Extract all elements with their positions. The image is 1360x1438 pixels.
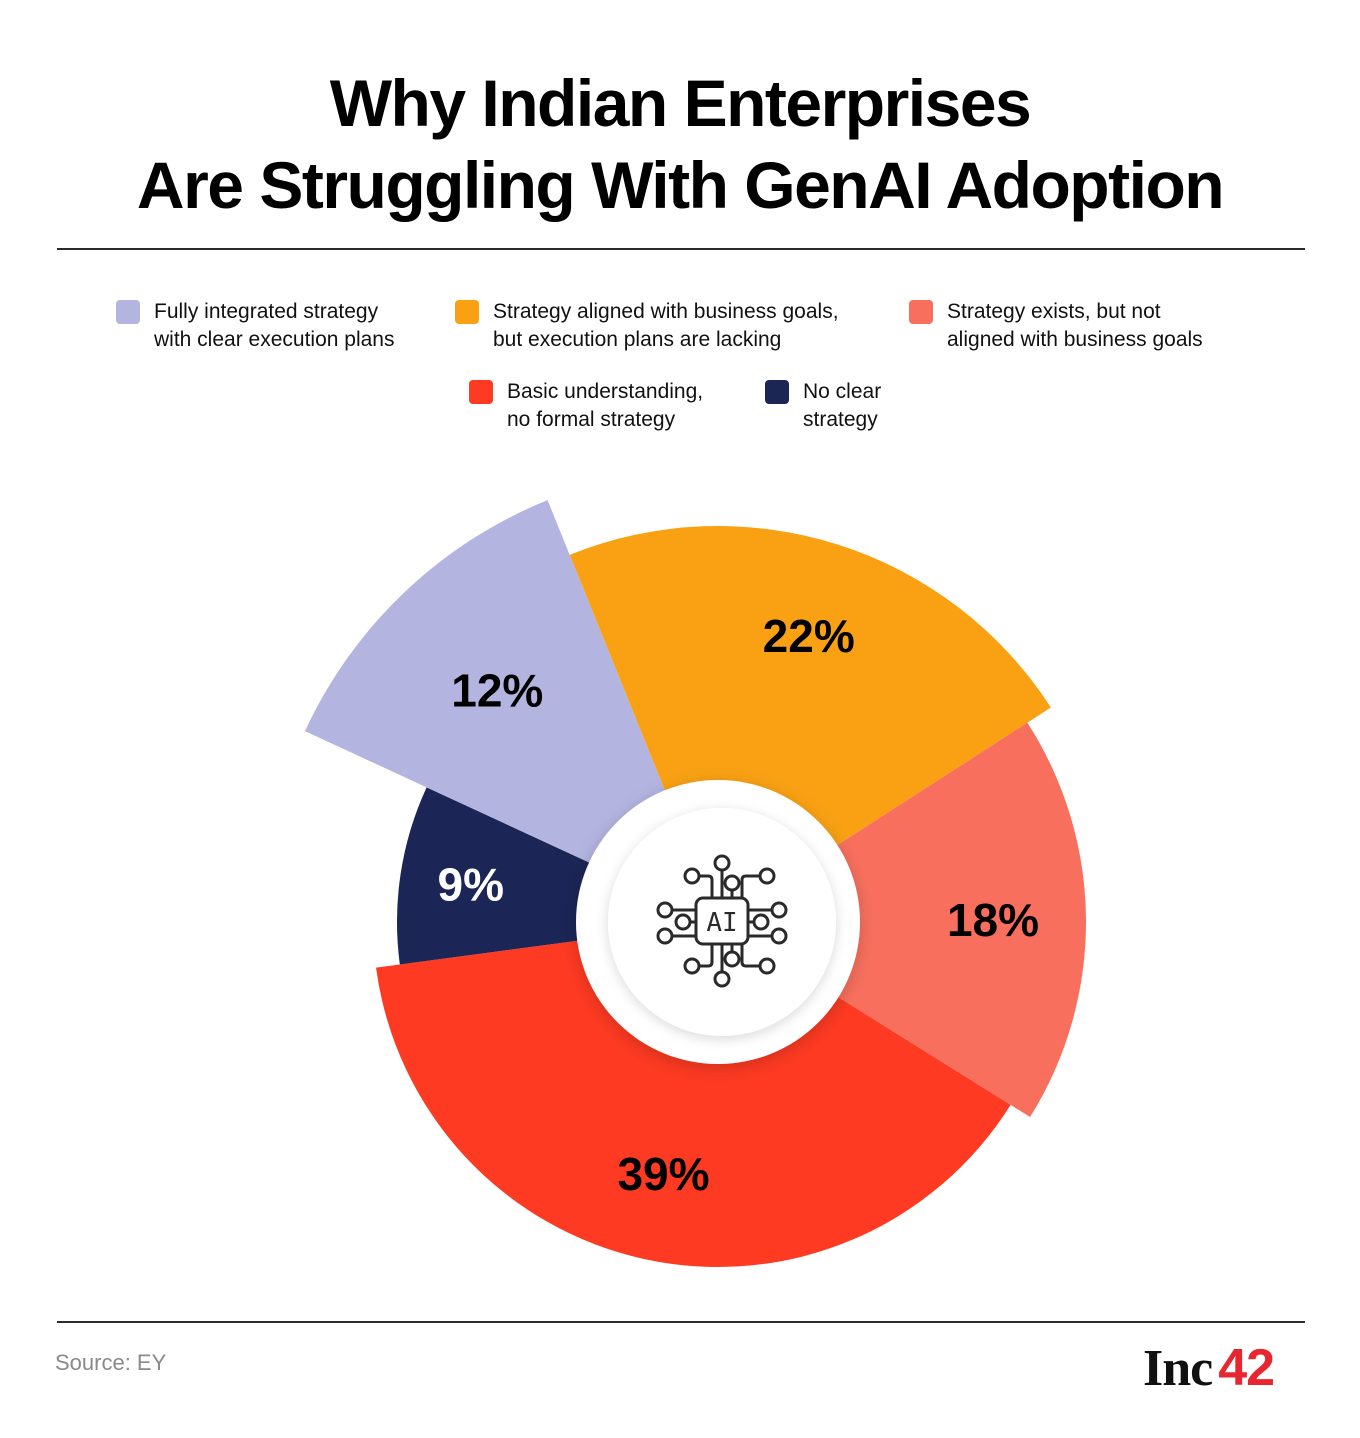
legend-swatch	[909, 300, 933, 324]
legend-label: No clear strategy	[803, 380, 882, 431]
legend-item-exists-not-aligned: Strategy exists, but not aligned with bu…	[909, 298, 1203, 354]
legend-item-aligned-lacking-execution: Strategy aligned with business goals, bu…	[455, 298, 839, 354]
chart-title: Why Indian Enterprises Are Struggling Wi…	[0, 62, 1360, 226]
legend-item-fully-integrated: Fully integrated strategy with clear exe…	[116, 298, 394, 354]
inc42-logo: Inc 42	[1143, 1338, 1275, 1399]
legend-item-no-clear-strategy: No clear strategy	[765, 378, 881, 434]
legend-label: Strategy aligned with business goals, bu…	[493, 300, 839, 351]
pie-slice-2	[718, 722, 1087, 1118]
ai-chip-text: AI	[706, 908, 737, 938]
slice-label-3: 39%	[617, 1148, 709, 1200]
legend-swatch	[116, 300, 140, 324]
legend-label: Strategy exists, but not aligned with bu…	[947, 300, 1203, 351]
title-line-2: Are Struggling With GenAI Adoption	[136, 148, 1225, 222]
legend-label: Fully integrated strategy with clear exe…	[154, 300, 395, 351]
ai-chip-icon	[656, 854, 788, 988]
pie-slices	[304, 500, 1087, 1268]
pie-labels: 22% 18% 39% 9% 12%	[438, 610, 1039, 1200]
legend-swatch	[455, 300, 479, 324]
pie-slice-5	[304, 500, 718, 922]
logo-number: 42	[1218, 1339, 1275, 1397]
source-note: Source: EY	[55, 1350, 167, 1375]
bottom-divider	[57, 1321, 1305, 1323]
slice-label-2: 18%	[947, 894, 1039, 946]
pie-slice-3	[376, 922, 1011, 1268]
center-inner-disc	[608, 808, 836, 1036]
title-line-1: Why Indian Enterprises	[329, 66, 1032, 140]
legend-swatch	[765, 380, 789, 404]
legend-swatch	[469, 380, 493, 404]
slice-label-4: 9%	[438, 859, 504, 911]
slice-label-5: 12%	[451, 664, 543, 716]
top-divider	[57, 248, 1305, 250]
legend-label: Basic understanding, no formal strategy	[507, 380, 704, 431]
slice-label-1: 22%	[763, 610, 855, 662]
legend-item-basic-understanding: Basic understanding, no formal strategy	[469, 378, 703, 434]
logo-text: Inc	[1143, 1340, 1213, 1397]
